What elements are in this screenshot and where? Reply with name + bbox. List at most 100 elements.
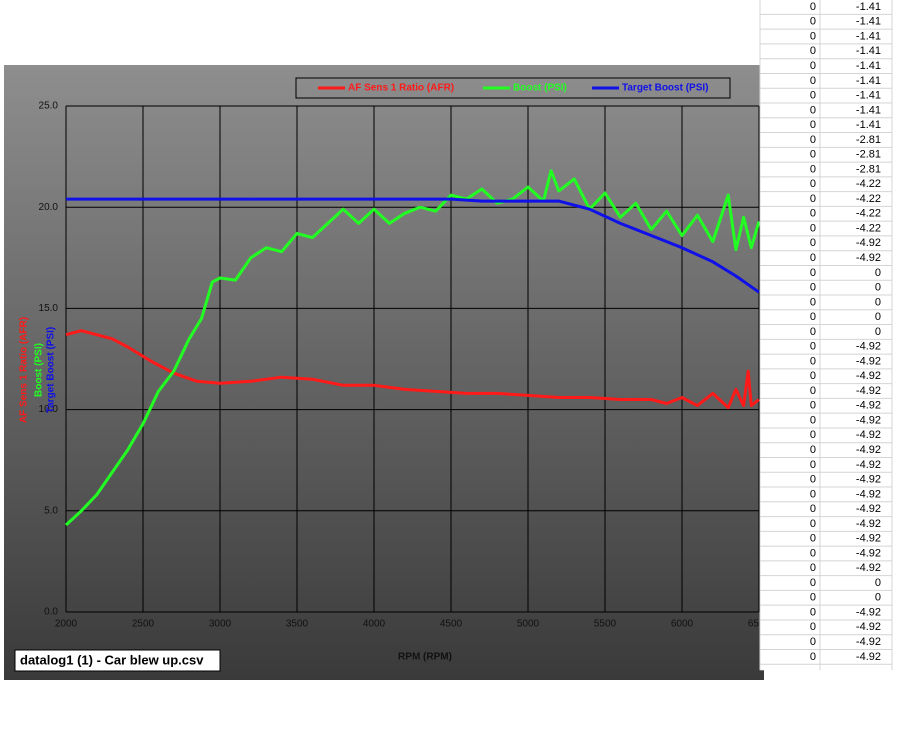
x-tick-label: 4500 <box>440 619 463 630</box>
file-label: datalog1 (1) - Car blew up.csv <box>20 652 204 667</box>
cell: -1.41 <box>856 60 881 72</box>
cell: 0 <box>875 326 881 338</box>
cell: 0 <box>810 577 816 589</box>
cell: 0 <box>810 267 816 279</box>
cell: -1.41 <box>856 30 881 42</box>
cell: 0 <box>810 119 816 131</box>
cell: -4.22 <box>856 208 881 220</box>
cell: 0 <box>810 1 816 13</box>
cell: 0 <box>810 621 816 633</box>
cell: 0 <box>810 296 816 308</box>
cell: 0 <box>810 533 816 545</box>
cell: 0 <box>810 518 816 530</box>
cell: -1.41 <box>856 75 881 87</box>
cell: 0 <box>810 208 816 220</box>
sheet-background <box>760 0 906 671</box>
cell: 0 <box>810 134 816 146</box>
y-axis-title: AF Sens 1 Ratio (AFR) <box>19 317 30 423</box>
cell: 0 <box>810 30 816 42</box>
cell: 0 <box>810 592 816 604</box>
cell: 0 <box>810 429 816 441</box>
cell: 0 <box>810 636 816 648</box>
chart-panel <box>4 65 764 680</box>
series-line <box>65 329 760 410</box>
cell: 0 <box>875 296 881 308</box>
cell: 0 <box>810 355 816 367</box>
cell: -2.81 <box>856 134 881 146</box>
cell: 0 <box>875 592 881 604</box>
x-tick-label: 3000 <box>209 619 232 630</box>
cell: -1.41 <box>856 16 881 28</box>
cell: 0 <box>810 503 816 515</box>
cell: 0 <box>810 178 816 190</box>
y-tick-label: 15.0 <box>39 303 59 314</box>
x-tick-label: 2000 <box>55 619 78 630</box>
cell: -4.92 <box>856 444 881 456</box>
cell: 0 <box>810 400 816 412</box>
legend-label: AF Sens 1 Ratio (AFR) <box>348 83 454 94</box>
cell: -4.92 <box>856 488 881 500</box>
cell: 0 <box>810 311 816 323</box>
legend-label: Boost (PSI) <box>513 83 567 94</box>
cell: -1.41 <box>856 104 881 116</box>
cell: -4.92 <box>856 237 881 249</box>
x-tick-label: 3500 <box>286 619 309 630</box>
cell: 0 <box>810 606 816 618</box>
cell: -4.92 <box>856 400 881 412</box>
cell: 0 <box>810 414 816 426</box>
cell: 0 <box>810 252 816 264</box>
x-tick-label: 4000 <box>363 619 386 630</box>
cell: -2.81 <box>856 149 881 161</box>
y-tick-label: 10.0 <box>39 404 59 415</box>
cell: -4.92 <box>856 370 881 382</box>
cell: 0 <box>810 547 816 559</box>
cell: -2.81 <box>856 163 881 175</box>
cell: -4.92 <box>856 621 881 633</box>
y-axis-title: Target Boost (PSI) <box>46 327 57 413</box>
cell: -4.92 <box>856 341 881 353</box>
legend-box <box>295 77 731 99</box>
cell: -4.92 <box>856 636 881 648</box>
y-tick-label: 0.0 <box>44 607 58 618</box>
cell: 0 <box>810 163 816 175</box>
cell: -4.92 <box>856 414 881 426</box>
x-tick-label: 5000 <box>517 619 540 630</box>
file-label-box <box>14 649 221 672</box>
cell: 0 <box>810 474 816 486</box>
cell: -4.92 <box>856 429 881 441</box>
series-line <box>64 169 761 527</box>
cell: 0 <box>875 267 881 279</box>
y-tick-label: 25.0 <box>39 101 59 112</box>
cell: -1.41 <box>856 90 881 102</box>
x-tick-label: 6500 <box>748 619 771 630</box>
cell: 0 <box>810 16 816 28</box>
cell: -4.22 <box>856 222 881 234</box>
cell: 0 <box>810 326 816 338</box>
y-tick-label: 5.0 <box>44 505 58 516</box>
cell: -4.92 <box>856 355 881 367</box>
x-tick-label: 5500 <box>594 619 617 630</box>
cell: -4.92 <box>856 562 881 574</box>
cell: 0 <box>810 90 816 102</box>
cell: 0 <box>810 444 816 456</box>
cell: 0 <box>810 193 816 205</box>
cell: -4.92 <box>856 651 881 663</box>
series-line <box>66 197 760 294</box>
x-tick-label: 2500 <box>132 619 155 630</box>
cell: -4.22 <box>856 178 881 190</box>
cell: 0 <box>810 104 816 116</box>
cell: -4.92 <box>856 459 881 471</box>
cell: 0 <box>875 282 881 294</box>
cell: 0 <box>810 45 816 57</box>
cell: 0 <box>810 651 816 663</box>
cell: 0 <box>810 370 816 382</box>
cell: -4.92 <box>856 474 881 486</box>
cell: -4.92 <box>856 503 881 515</box>
cell: 0 <box>875 311 881 323</box>
cell: -4.92 <box>856 385 881 397</box>
y-axis-title: Boost (PSI) <box>34 343 45 397</box>
cell: 0 <box>810 60 816 72</box>
cell: 0 <box>810 459 816 471</box>
legend-label: Target Boost (PSI) <box>622 83 708 94</box>
